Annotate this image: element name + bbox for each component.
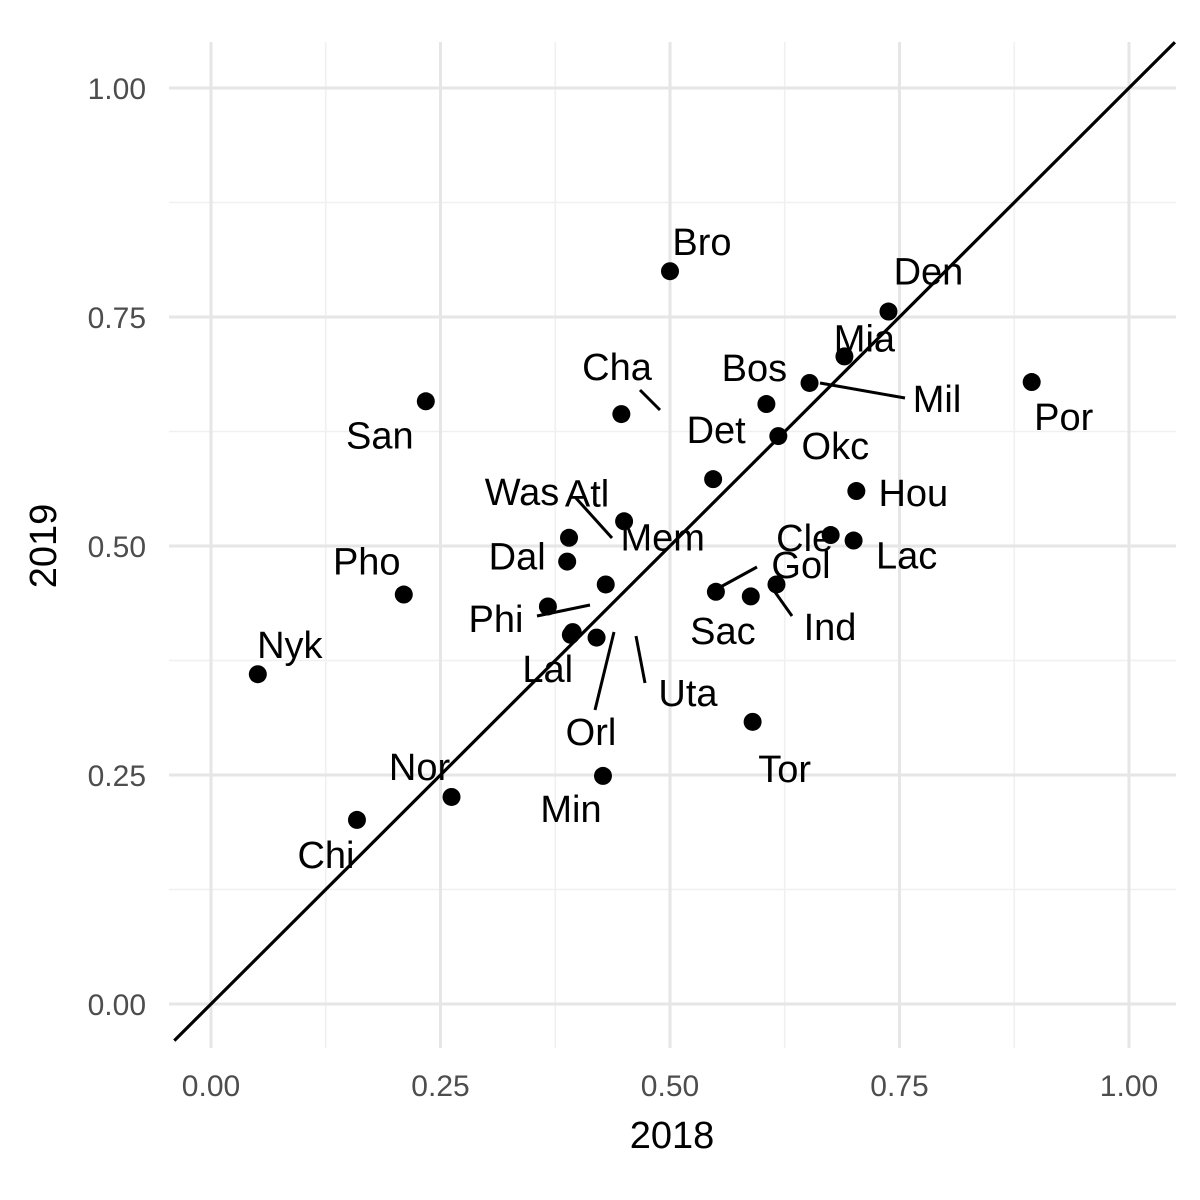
label-tor: Tor (758, 749, 811, 791)
point-gol (767, 575, 786, 594)
point-pho (394, 585, 413, 604)
point-nyk (248, 665, 267, 684)
y-axis-title: 2019 (23, 504, 65, 589)
label-gol: Gol (771, 545, 830, 587)
point-labels: Bro Den Mia Mil Por San Cha Bos Okc Det Hou Cle Lac A… (257, 222, 1094, 877)
leader-was (573, 495, 614, 540)
point-orl (561, 625, 580, 644)
x-tick-label: 1.00 (1100, 1070, 1158, 1103)
label-nor: Nor (389, 747, 451, 789)
y-tick-label: 0.75 (88, 302, 146, 335)
label-lal: Lal (522, 649, 573, 691)
label-was: Was (485, 472, 560, 514)
point-phi (538, 597, 557, 616)
label-ind: Ind (804, 607, 857, 649)
data-points (248, 262, 1041, 829)
y-tick-label: 0.00 (88, 989, 146, 1022)
point-ind (741, 587, 760, 606)
point-det (704, 470, 723, 489)
point-nor (442, 787, 461, 806)
point-bro (661, 262, 679, 281)
point-san (416, 392, 435, 411)
leader-cha (638, 388, 662, 412)
point-mia (835, 347, 854, 366)
point-atl (615, 512, 634, 531)
label-uta: Uta (658, 673, 718, 715)
leader-uta (634, 635, 647, 684)
point-cle (821, 526, 840, 545)
x-axis-tick-labels: 0.00 0.25 0.50 0.75 1.00 (182, 1070, 1158, 1103)
label-lac: Lac (876, 536, 937, 578)
label-phi: Phi (469, 599, 524, 641)
label-hou: Hou (878, 473, 948, 515)
point-cha (612, 405, 631, 424)
point-lac (844, 531, 863, 550)
point-bos (757, 395, 776, 414)
y-axis-tick-labels: 0.00 0.25 0.50 0.75 1.00 (88, 73, 146, 1022)
label-orl: Orl (566, 712, 617, 754)
y-tick-label: 0.25 (88, 760, 146, 793)
point-was (560, 528, 579, 547)
leader-orl (593, 631, 616, 711)
reference-line-y-equals-x (173, 41, 1177, 1042)
x-tick-label: 0.25 (411, 1070, 469, 1103)
y-tick-label: 0.50 (88, 531, 146, 564)
label-mil: Mil (913, 379, 962, 421)
label-den: Den (894, 252, 964, 294)
x-tick-label: 0.00 (182, 1070, 240, 1103)
point-mil (800, 373, 819, 392)
label-mia: Mia (834, 318, 896, 360)
label-cha: Cha (582, 347, 653, 389)
point-tor (743, 712, 762, 731)
x-axis-title: 2018 (630, 1115, 715, 1157)
label-san: San (346, 415, 414, 457)
label-dal: Dal (489, 537, 546, 579)
point-den (879, 302, 898, 321)
label-atl: Atl (565, 473, 609, 515)
point-por (1022, 373, 1041, 392)
label-por: Por (1034, 397, 1093, 439)
point-mem (596, 575, 615, 594)
x-tick-label: 0.75 (870, 1070, 928, 1103)
label-sac: Sac (690, 611, 755, 653)
label-min: Min (540, 789, 601, 831)
label-pho: Pho (333, 542, 401, 584)
label-okc: Okc (802, 426, 870, 468)
label-cle: Cle (776, 518, 833, 560)
label-bos: Bos (722, 348, 787, 390)
label-bro: Bro (672, 222, 731, 264)
label-det: Det (687, 410, 747, 452)
label-nyk: Nyk (257, 625, 323, 667)
point-sac (706, 582, 725, 601)
label-chi: Chi (297, 835, 354, 877)
leader-mil (819, 381, 906, 400)
point-min (593, 766, 612, 785)
y-tick-label: 1.00 (88, 73, 146, 106)
x-tick-label: 0.50 (641, 1070, 699, 1103)
label-mem: Mem (621, 517, 705, 559)
point-uta (587, 628, 606, 647)
point-okc (769, 427, 788, 446)
point-dal (558, 552, 577, 571)
point-chi (347, 810, 366, 829)
point-hou (847, 482, 866, 501)
